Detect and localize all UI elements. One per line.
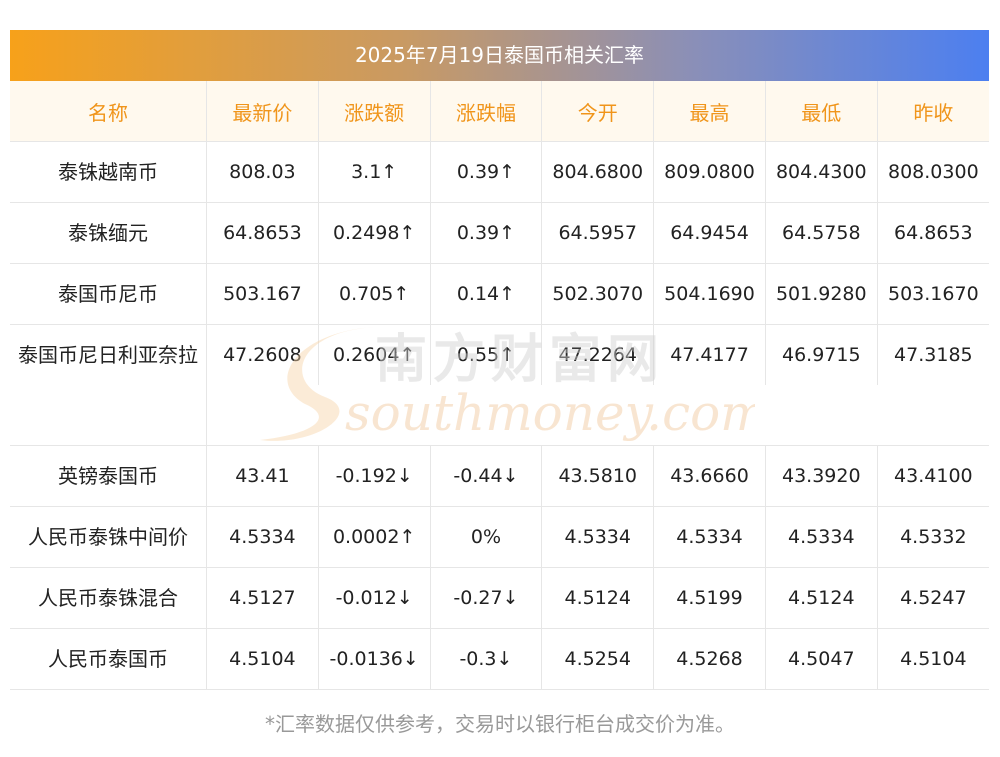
column-header-prev-close: 昨收 [876,81,989,142]
cell-low: 46.9715 [764,324,878,385]
cell-prev-close: 47.3185 [876,324,989,385]
cell-open: 64.5957 [541,202,654,264]
cell-change-pct: -0.3↓ [429,628,542,690]
cell-high: 47.4177 [653,324,766,385]
table-row: 泰国币尼币 503.167 0.705↑ 0.14↑ 502.3070 504.1690 5… [10,263,989,325]
cell-open: 4.5124 [541,567,654,629]
cell-change-pct: 0.39↑ [429,141,542,203]
cell-high: 43.6660 [653,445,766,507]
cell-latest: 4.5127 [206,567,319,629]
cell-latest: 64.8653 [206,202,319,264]
cell-pair-name: 英镑泰国币 [10,445,207,507]
cell-change-pct: 0.39↑ [429,202,542,264]
cell-pair-name: 人民币泰铢混合 [10,567,207,629]
table-row: 泰国币尼日利亚奈拉 47.2608 0.2604↑ 0.55↑ 47.2264 47.41… [10,324,989,446]
cell-prev-close: 4.5247 [876,567,989,629]
disclaimer-note: *汇率数据仅供参考，交易时以银行柜台成交价为准。 [265,712,735,736]
cell-prev-close: 4.5332 [876,506,989,568]
table-row-continuation [10,385,989,446]
cell-open: 4.5334 [541,506,654,568]
cell-latest: 808.03 [206,141,319,203]
cell-high: 4.5334 [653,506,766,568]
cell-open: 4.5254 [541,628,654,690]
row-spacer [206,385,989,446]
cell-open: 804.6800 [541,141,654,203]
cell-change-pct: -0.27↓ [429,567,542,629]
cell-change: 0.2498↑ [317,202,431,264]
cell-pair-name: 泰铢缅元 [10,202,207,264]
cell-latest: 47.2608 [206,324,319,385]
column-header-latest: 最新价 [206,81,319,142]
cell-change-pct: -0.44↓ [429,445,542,507]
cell-prev-close: 808.0300 [876,141,989,203]
cell-change: 0.705↑ [317,263,431,325]
cell-low: 64.5758 [764,202,878,264]
cell-pair-name: 人民币泰铢中间价 [10,506,207,568]
cell-change: -0.192↓ [317,445,431,507]
column-header-change-pct: 涨跌幅 [429,81,542,142]
cell-open: 502.3070 [541,263,654,325]
cell-prev-close: 4.5104 [876,628,989,690]
cell-low: 43.3920 [764,445,878,507]
exchange-rate-table: 名称 最新价 涨跌额 涨跌幅 今开 最高 最低 昨收 泰铢越南币 808.03 3.… [10,81,989,690]
cell-change: 0.2604↑ [317,324,431,385]
cell-high: 504.1690 [653,263,766,325]
page-title: 2025年7月19日泰国币相关汇率 [10,30,989,81]
column-header-name: 名称 [10,81,207,142]
cell-prev-close: 43.4100 [876,445,989,507]
cell-high: 4.5268 [653,628,766,690]
cell-change: 0.0002↑ [317,506,431,568]
table-row: 人民币泰国币 4.5104 -0.0136↓ -0.3↓ 4.5254 4.5268 4.5… [10,628,989,690]
cell-high: 809.0800 [653,141,766,203]
cell-open: 43.5810 [541,445,654,507]
cell-change: -0.0136↓ [317,628,431,690]
cell-low: 4.5334 [764,506,878,568]
cell-low: 4.5124 [764,567,878,629]
cell-prev-close: 64.8653 [876,202,989,264]
cell-low: 804.4300 [764,141,878,203]
column-header-open: 今开 [541,81,654,142]
cell-high: 4.5199 [653,567,766,629]
cell-open: 47.2264 [541,324,654,385]
cell-low: 501.9280 [764,263,878,325]
cell-latest: 4.5104 [206,628,319,690]
column-header-change: 涨跌额 [317,81,431,142]
column-header-high: 最高 [653,81,766,142]
table-row: 人民币泰铢中间价 4.5334 0.0002↑ 0% 4.5334 4.5334 4.533… [10,506,989,568]
table-row: 英镑泰国币 43.41 -0.192↓ -0.44↓ 43.5810 43.6660 43.… [10,445,989,507]
column-header-low: 最低 [764,81,878,142]
cell-pair-name: 泰铢越南币 [10,141,207,203]
cell-high: 64.9454 [653,202,766,264]
cell-pair-name: 泰国币尼币 [10,263,207,325]
cell-latest: 43.41 [206,445,319,507]
cell-prev-close: 503.1670 [876,263,989,325]
cell-latest: 503.167 [206,263,319,325]
cell-change-pct: 0.55↑ [429,324,542,385]
table-row: 泰铢缅元 64.8653 0.2498↑ 0.39↑ 64.5957 64.9454 64.… [10,202,989,264]
cell-change-pct: 0.14↑ [429,263,542,325]
table-row: 泰铢越南币 808.03 3.1↑ 0.39↑ 804.6800 809.0800 804.… [10,141,989,203]
cell-change-pct: 0% [429,506,542,568]
cell-change: 3.1↑ [317,141,431,203]
cell-pair-name: 泰国币尼日利亚奈拉 [10,324,207,446]
table-row: 人民币泰铢混合 4.5127 -0.012↓ -0.27↓ 4.5124 4.5199 4.… [10,567,989,629]
cell-latest: 4.5334 [206,506,319,568]
cell-pair-name: 人民币泰国币 [10,628,207,690]
cell-change: -0.012↓ [317,567,431,629]
cell-low: 4.5047 [764,628,878,690]
table-header-row: 名称 最新价 涨跌额 涨跌幅 今开 最高 最低 昨收 [10,81,989,142]
